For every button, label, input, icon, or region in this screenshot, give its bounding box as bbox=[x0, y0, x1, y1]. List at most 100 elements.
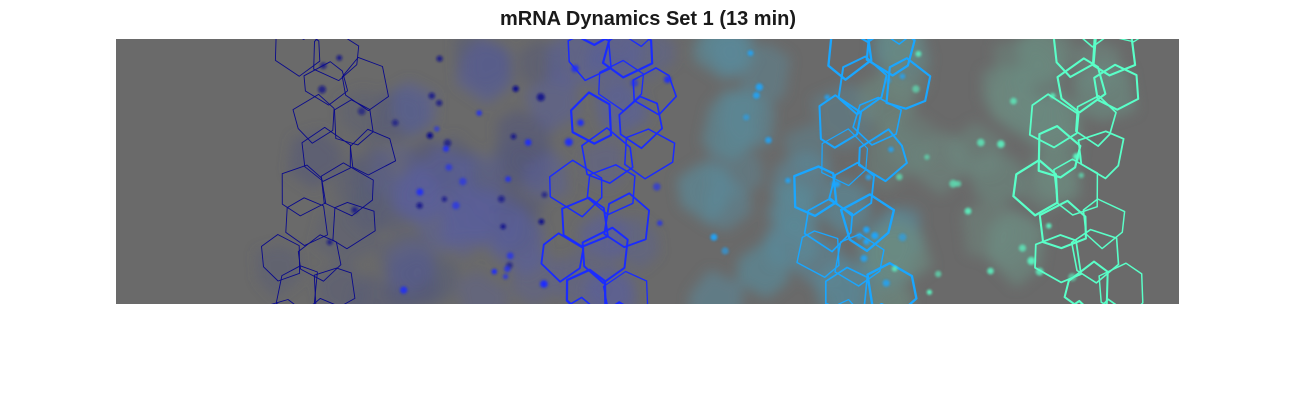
mrna-spot bbox=[1010, 97, 1017, 105]
cell-outline bbox=[581, 127, 634, 184]
mrna-spot bbox=[434, 126, 440, 132]
cell-outline bbox=[341, 56, 389, 112]
mrna-spot bbox=[863, 226, 870, 233]
cell-outline bbox=[839, 193, 896, 253]
mrna-spot bbox=[502, 273, 509, 280]
cell-outline bbox=[602, 270, 649, 304]
microscopy-image bbox=[116, 39, 1179, 304]
mrna-spot bbox=[860, 255, 868, 262]
cell-outline bbox=[601, 39, 654, 79]
cell-tint bbox=[706, 176, 751, 231]
mrna-spot bbox=[336, 55, 343, 61]
cell-outline bbox=[285, 197, 328, 246]
cell-outline bbox=[292, 93, 335, 144]
mrna-spot bbox=[964, 207, 972, 215]
cell-outline bbox=[834, 233, 885, 287]
mrna-spot bbox=[1073, 153, 1081, 161]
mrna-spot bbox=[755, 83, 763, 91]
cell-tint bbox=[962, 199, 1016, 261]
cell-outline bbox=[618, 95, 663, 150]
cell-tint bbox=[446, 182, 506, 243]
cell-outline bbox=[803, 198, 854, 253]
cell-outline-layer bbox=[261, 39, 1144, 304]
mrna-spot bbox=[524, 139, 532, 146]
mrna-spot bbox=[884, 76, 892, 84]
mrna-spot bbox=[1027, 256, 1036, 265]
mrna-spot bbox=[977, 138, 985, 147]
cell-outline bbox=[570, 91, 613, 145]
mrna-spot bbox=[743, 114, 750, 121]
cell-tint bbox=[386, 238, 434, 295]
cell-outline bbox=[890, 39, 908, 45]
cell-outline bbox=[1091, 39, 1137, 77]
cell-outline bbox=[301, 126, 351, 182]
cell-tint bbox=[865, 122, 921, 191]
cell-outline bbox=[1012, 158, 1059, 217]
mrna-spot bbox=[564, 138, 573, 147]
mrna-spot bbox=[721, 247, 729, 255]
mrna-spot bbox=[491, 268, 497, 275]
mrna-spot bbox=[436, 55, 443, 62]
cell-outline bbox=[885, 57, 932, 110]
mrna-spot bbox=[443, 139, 452, 147]
mrna-spot bbox=[571, 65, 579, 73]
mrna-spot bbox=[436, 99, 443, 107]
mrna-spot bbox=[1035, 267, 1044, 276]
mrna-spot bbox=[657, 220, 663, 226]
mrna-spot-layer bbox=[318, 50, 1084, 295]
cell-outline bbox=[320, 162, 374, 217]
cell-outline bbox=[261, 234, 301, 282]
mrna-spot bbox=[538, 218, 545, 225]
mrna-spot bbox=[541, 191, 548, 198]
mrna-spot bbox=[924, 154, 930, 160]
mrna-spot bbox=[753, 92, 760, 99]
mrna-spot bbox=[1078, 172, 1084, 178]
cell-outline bbox=[1082, 39, 1105, 48]
cell-outline bbox=[274, 39, 321, 77]
mrna-spot bbox=[915, 50, 922, 57]
mrna-spot bbox=[445, 164, 453, 171]
mrna-spot bbox=[428, 92, 435, 99]
mrna-spot bbox=[888, 146, 894, 153]
mrna-spot bbox=[577, 119, 584, 126]
mrna-spot bbox=[1018, 244, 1027, 252]
cell-outline bbox=[852, 96, 902, 146]
mrna-spot bbox=[865, 174, 872, 181]
mrna-spot bbox=[357, 107, 366, 116]
mrna-spot bbox=[949, 179, 958, 188]
mrna-spot bbox=[326, 239, 333, 246]
cell-outline bbox=[603, 192, 651, 249]
cell-outline bbox=[1077, 130, 1125, 180]
mrna-spot bbox=[871, 232, 879, 240]
mrna-spot bbox=[785, 177, 791, 184]
mrna-spot bbox=[443, 145, 449, 152]
mrna-spot bbox=[500, 223, 506, 230]
cell-outline bbox=[821, 128, 869, 187]
cell-outline bbox=[581, 226, 629, 284]
cell-outline bbox=[297, 234, 342, 282]
cell-tint bbox=[523, 149, 569, 199]
mrna-spot bbox=[459, 177, 467, 186]
cell-tint bbox=[494, 209, 546, 276]
cell-tint bbox=[392, 80, 437, 138]
cell-tint bbox=[865, 278, 914, 304]
mrna-spot bbox=[987, 267, 994, 275]
cell-segmentation-image bbox=[116, 39, 1179, 304]
mrna-spot bbox=[512, 85, 519, 92]
cell-outline bbox=[1118, 39, 1140, 43]
cell-tint bbox=[588, 39, 644, 78]
cell-outline bbox=[1093, 63, 1140, 111]
mrna-spot bbox=[441, 196, 447, 202]
cell-outline bbox=[548, 159, 603, 218]
mrna-spot bbox=[351, 206, 358, 214]
cell-outline bbox=[1082, 198, 1126, 250]
mrna-spot bbox=[896, 173, 903, 181]
mrna-spot bbox=[630, 79, 638, 87]
mrna-spot bbox=[510, 133, 517, 140]
mrna-spot bbox=[452, 201, 460, 210]
cell-outline bbox=[1053, 158, 1099, 216]
figure-title: mRNA Dynamics Set 1 (13 min) bbox=[499, 8, 796, 30]
mrna-spot bbox=[926, 289, 933, 295]
mrna-spot bbox=[891, 265, 898, 272]
